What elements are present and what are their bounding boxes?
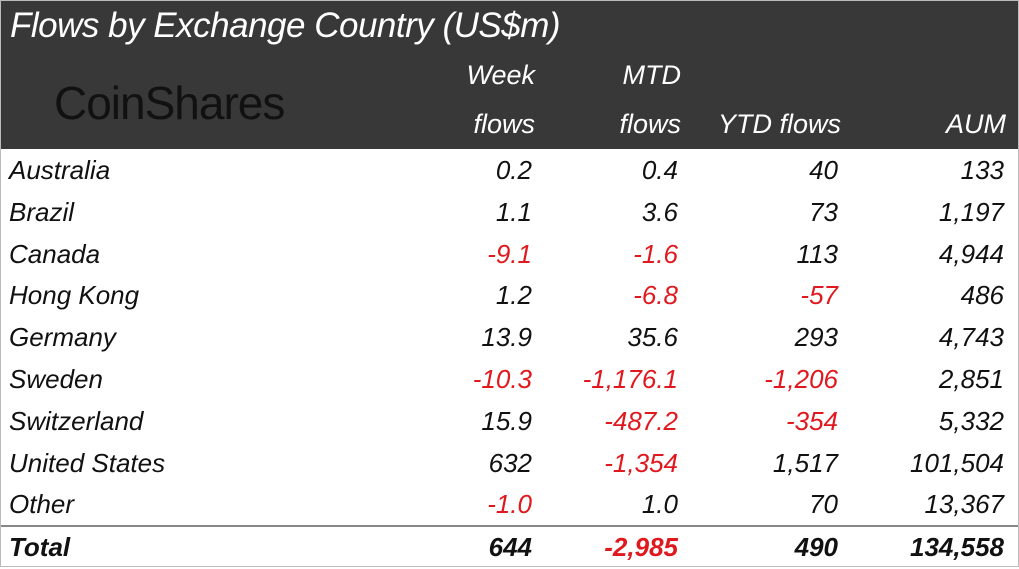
header-ytd: YTD flows [717,109,841,139]
table-row: Switzerland 15.9 -487.2 -354 5,332 [0,401,1019,443]
ytd-cell: 293 [794,322,838,353]
week-cell: -9.1 [487,238,532,269]
header-week-line1: Week [466,60,535,90]
total-divider [0,525,1019,527]
week-cell: 13.9 [481,322,532,353]
week-cell: -1.0 [487,489,532,520]
header-aum: AUM [946,109,1006,139]
aum-cell: 486 [960,280,1004,311]
aum-cell: 4,743 [938,322,1004,353]
week-cell: 15.9 [481,405,532,436]
country-cell: Other [9,489,75,520]
table-row: Sweden -10.3 -1,176.1 -1,206 2,851 [0,359,1019,401]
ytd-cell: 70 [809,489,838,520]
ytd-cell: 1,517 [772,447,838,478]
header-mtd-line2: flows [619,109,681,139]
aum-cell: 133 [960,155,1004,185]
aum-cell: 2,851 [938,364,1004,394]
country-cell: Australia [9,155,111,185]
week-cell: 1.2 [495,280,532,311]
aum-cell: 4,944 [938,238,1004,269]
coinshares-logo: CoinShares [54,77,285,129]
mtd-cell: -6.8 [633,280,678,311]
header-mtd-line1: MTD [622,60,681,90]
week-cell: 1.1 [495,196,532,227]
ytd-cell: -57 [800,280,838,311]
aum-cell: 101,504 [910,447,1004,478]
country-cell: Hong Kong [9,280,140,311]
table-header: Flows by Exchange Country (US$m) CoinSha… [0,0,1019,149]
mtd-cell: -1,176.1 [582,364,678,394]
mtd-cell: 1.0 [641,489,678,520]
ytd-cell: 40 [809,155,838,185]
ytd-cell: -354 [785,405,838,436]
aum-cell: 13,367 [924,489,1004,520]
week-cell: -10.3 [472,364,532,394]
ytd-cell: 73 [809,196,838,227]
mtd-cell: 0.4 [641,155,678,185]
table-row: Australia 0.2 0.4 40 133 [0,150,1019,192]
mtd-cell: -487.2 [604,405,678,436]
ytd-cell: -1,206 [764,364,838,394]
table-row: United States 632 -1,354 1,517 101,504 [0,443,1019,485]
table-row: Hong Kong 1.2 -6.8 -57 486 [0,275,1019,317]
ytd-cell: 490 [794,532,838,562]
table-row: Germany 13.9 35.6 293 4,743 [0,317,1019,359]
mtd-cell: 35.6 [627,322,678,353]
mtd-cell: -1,354 [604,447,678,478]
table-row: Brazil 1.1 3.6 73 1,197 [0,192,1019,234]
mtd-cell: 3.6 [641,196,678,227]
country-cell: Sweden [9,364,103,394]
mtd-cell: -1.6 [633,238,678,269]
table-row: Canada -9.1 -1.6 113 4,944 [0,234,1019,276]
country-cell: Brazil [9,196,75,227]
country-cell: Switzerland [9,405,144,436]
aum-cell: 5,332 [938,405,1004,436]
aum-cell: 134,558 [910,532,1004,562]
table-title: Flows by Exchange Country (US$m) [10,6,561,45]
table-row: Other -1.0 1.0 70 13,367 [0,484,1019,526]
week-cell: 632 [488,447,532,478]
ytd-cell: 113 [796,238,838,269]
country-cell: United States [9,447,166,478]
mtd-cell: -2,985 [604,532,678,562]
country-cell: Germany [9,322,116,353]
week-cell: 644 [488,532,532,562]
country-cell: Canada [9,238,101,269]
header-week-line2: flows [473,109,535,139]
total-row: Total 644 -2,985 490 134,558 [0,527,1019,569]
aum-cell: 1,197 [938,196,1004,227]
week-cell: 0.2 [495,155,532,185]
country-cell: Total [9,532,71,562]
